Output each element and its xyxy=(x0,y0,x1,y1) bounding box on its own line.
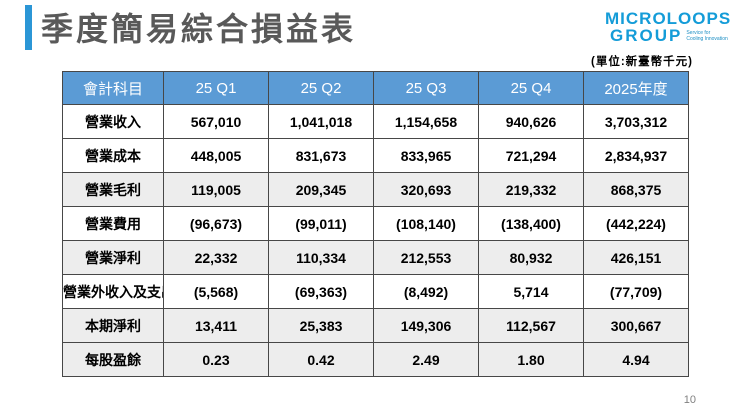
table-cell: (69,363) xyxy=(268,274,374,309)
table-row-non-operating: 營業外收入及支出 (5,568) (69,363) (8,492) 5,714 … xyxy=(62,274,689,309)
table-cell: (138,400) xyxy=(478,206,584,241)
table-row-cost: 營業成本 448,005 831,673 833,965 721,294 2,8… xyxy=(62,138,689,173)
table-cell: 13,411 xyxy=(163,308,269,343)
row-label: 本期淨利 xyxy=(62,308,164,343)
table-cell: 212,553 xyxy=(373,240,479,275)
table-cell: 0.42 xyxy=(268,342,374,377)
page-title: 季度簡易綜合損益表 xyxy=(41,11,357,47)
row-label: 營業毛利 xyxy=(62,172,164,207)
table-cell: 0.23 xyxy=(163,342,269,377)
page-number: 10 xyxy=(683,394,696,406)
table-cell: 567,010 xyxy=(163,104,269,139)
logo-wordmark-bottom: GROUP xyxy=(610,26,683,45)
table-cell: (5,568) xyxy=(163,274,269,309)
table-cell: 448,005 xyxy=(163,138,269,173)
logo-tagline: Service for Cooling Innovation xyxy=(686,30,728,42)
column-header-q1: 25 Q1 xyxy=(163,71,269,105)
row-label: 營業成本 xyxy=(62,138,164,173)
table-cell: 831,673 xyxy=(268,138,374,173)
table-cell: 5,714 xyxy=(478,274,584,309)
column-header-fy: 2025年度 xyxy=(583,71,689,105)
table-cell: 868,375 xyxy=(583,172,689,207)
logo-wordmark-top: MICROLOOPS xyxy=(605,9,732,28)
row-label: 營業費用 xyxy=(62,206,164,241)
table-cell: 112,567 xyxy=(478,308,584,343)
table-cell: (108,140) xyxy=(373,206,479,241)
table-cell: 1.80 xyxy=(478,342,584,377)
table-cell: 426,151 xyxy=(583,240,689,275)
column-header-account: 會計科目 xyxy=(62,71,164,105)
income-statement-table: 會計科目 25 Q1 25 Q2 25 Q3 25 Q4 2025年度 營業收入… xyxy=(62,71,689,377)
table-cell: 119,005 xyxy=(163,172,269,207)
table-row-revenue: 營業收入 567,010 1,041,018 1,154,658 940,626… xyxy=(62,104,689,139)
column-header-q3: 25 Q3 xyxy=(373,71,479,105)
table-row-eps: 每股盈餘 0.23 0.42 2.49 1.80 4.94 xyxy=(62,342,689,377)
unit-note: (單位:新臺幣千元) xyxy=(591,56,693,68)
table-cell: 4.94 xyxy=(583,342,689,377)
table-cell: 940,626 xyxy=(478,104,584,139)
table-cell: (8,492) xyxy=(373,274,479,309)
table-cell: 209,345 xyxy=(268,172,374,207)
table-cell: 149,306 xyxy=(373,308,479,343)
table-cell: 110,334 xyxy=(268,240,374,275)
company-logo: MICROLOOPS GROUP Service for Cooling Inn… xyxy=(605,9,733,45)
table-cell: 2,834,937 xyxy=(583,138,689,173)
table-cell: (442,224) xyxy=(583,206,689,241)
row-label: 營業淨利 xyxy=(62,240,164,275)
row-label: 營業外收入及支出 xyxy=(62,274,164,309)
column-header-q4: 25 Q4 xyxy=(478,71,584,105)
table-cell: (96,673) xyxy=(163,206,269,241)
table-cell: (99,011) xyxy=(268,206,374,241)
table-cell: 3,703,312 xyxy=(583,104,689,139)
table-cell: 300,667 xyxy=(583,308,689,343)
table-row-operating-income: 營業淨利 22,332 110,334 212,553 80,932 426,1… xyxy=(62,240,689,275)
table-cell: 2.49 xyxy=(373,342,479,377)
table-cell: 721,294 xyxy=(478,138,584,173)
table-cell: 25,383 xyxy=(268,308,374,343)
row-label: 營業收入 xyxy=(62,104,164,139)
table-cell: 833,965 xyxy=(373,138,479,173)
table-row-operating-expenses: 營業費用 (96,673) (99,011) (108,140) (138,40… xyxy=(62,206,689,241)
title-accent-bar xyxy=(25,5,32,50)
table-cell: 80,932 xyxy=(478,240,584,275)
table-cell: 1,154,658 xyxy=(373,104,479,139)
table-cell: (77,709) xyxy=(583,274,689,309)
table-cell: 22,332 xyxy=(163,240,269,275)
table-row-gross-profit: 營業毛利 119,005 209,345 320,693 219,332 868… xyxy=(62,172,689,207)
column-header-q2: 25 Q2 xyxy=(268,71,374,105)
table-cell: 1,041,018 xyxy=(268,104,374,139)
table-header-row: 會計科目 25 Q1 25 Q2 25 Q3 25 Q4 2025年度 xyxy=(62,71,689,105)
table-cell: 320,693 xyxy=(373,172,479,207)
table-row-net-income: 本期淨利 13,411 25,383 149,306 112,567 300,6… xyxy=(62,308,689,343)
row-label: 每股盈餘 xyxy=(62,342,164,377)
table-cell: 219,332 xyxy=(478,172,584,207)
